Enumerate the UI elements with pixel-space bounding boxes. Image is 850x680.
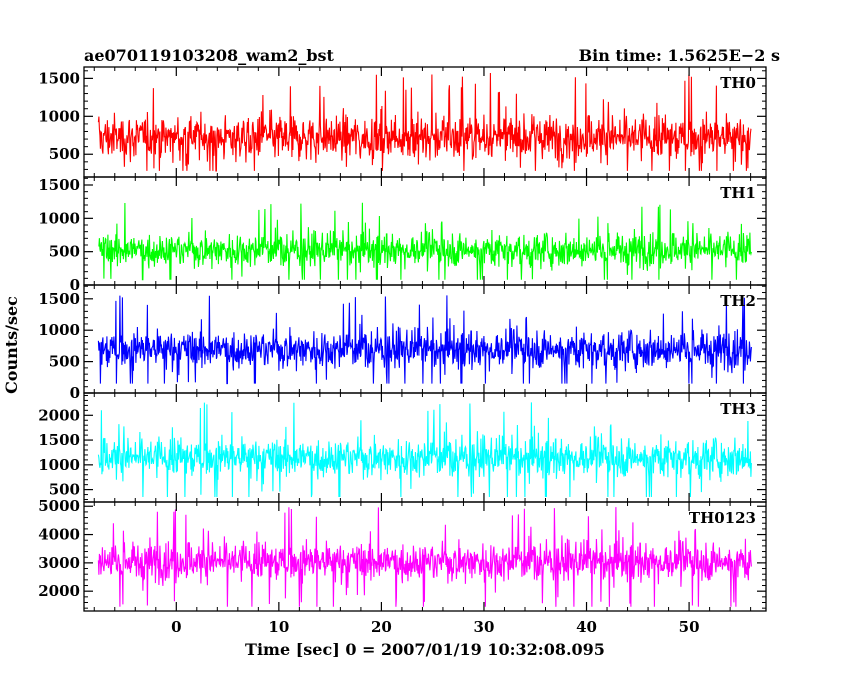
panel-th1: 0 500 1000 1500 TH1	[38, 176, 767, 294]
x-tick-label: 0	[171, 618, 181, 636]
panel-frame	[83, 501, 767, 612]
x-tick-label: 20	[371, 618, 392, 636]
x-tick-label: 50	[679, 618, 700, 636]
panel-label: TH2	[720, 292, 756, 310]
y-tick-label: 1500	[38, 176, 80, 194]
panel-label: TH0	[720, 74, 756, 92]
y-tick-label: 1000	[38, 321, 80, 339]
series-th2	[97, 295, 752, 385]
x-axis-label: Time [sec] 0 = 2007/01/19 10:32:08.095	[245, 640, 605, 659]
y-tick-label: 500	[49, 353, 80, 371]
y-tick-label: 1500	[38, 69, 80, 87]
panel-th0: 500 1000 1500 TH0	[38, 66, 767, 178]
y-tick-label: 500	[49, 243, 80, 261]
panel-th2: 0 500 1000 1500 TH2	[38, 284, 767, 402]
x-tick-label: 30	[474, 618, 495, 636]
y-axis-label: Counts/sec	[2, 296, 21, 394]
series-th1	[98, 202, 752, 281]
panel-th0123: 2000 3000 4000 5000 TH0123 0 10 20 30 40 50	[38, 497, 767, 636]
y-tick-label: 3000	[38, 554, 80, 572]
y-tick-label: 500	[49, 145, 80, 163]
y-tick-label: 5000	[38, 497, 80, 515]
y-tick-label: 2000	[38, 406, 80, 424]
chart-title-right: Bin time: 1.5625E−2 s	[579, 46, 780, 65]
chart-title-left: ae070119103208_wam2_bst	[84, 46, 335, 65]
y-tick-label: 1000	[38, 456, 80, 474]
y-tick-label: 4000	[38, 526, 80, 544]
series-th0123	[97, 507, 752, 607]
y-tick-label: 1500	[38, 431, 80, 449]
y-tick-label: 500	[49, 481, 80, 499]
y-tick-label: 2000	[38, 582, 80, 600]
y-tick-label: 1000	[38, 107, 80, 125]
panel-label: TH3	[720, 400, 756, 418]
series-th0	[97, 72, 752, 172]
x-tick-label: 10	[268, 618, 289, 636]
panel-label: TH0123	[689, 509, 756, 527]
y-tick-label: 0	[70, 384, 80, 402]
panel-th3: 500 1000 1500 2000 TH3	[38, 392, 767, 503]
series-th3	[97, 402, 752, 498]
y-tick-label: 1500	[38, 290, 80, 308]
panel-label: TH1	[720, 184, 756, 202]
y-tick-label: 1000	[38, 209, 80, 227]
x-tick-label: 40	[576, 618, 597, 636]
y-tick-label: 0	[70, 276, 80, 294]
